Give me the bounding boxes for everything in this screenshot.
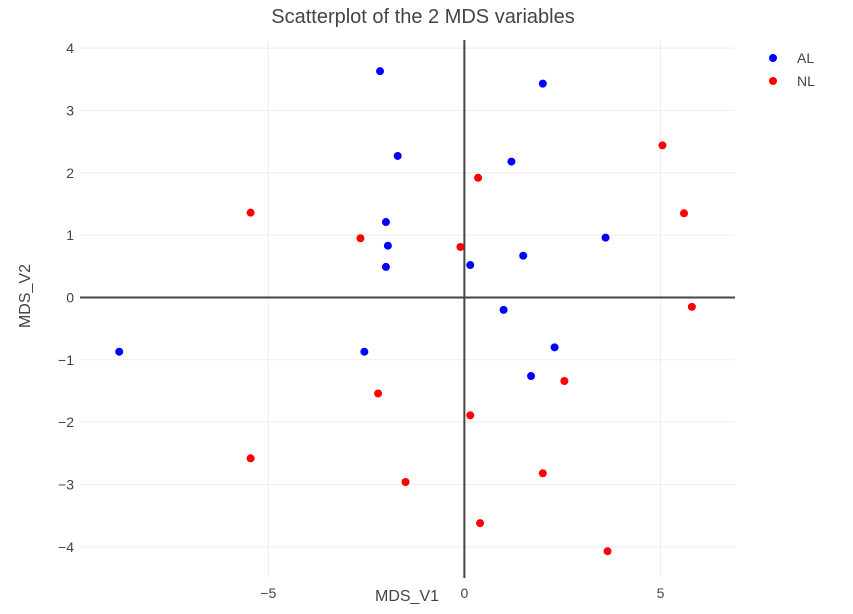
data-point[interactable] [499, 305, 508, 314]
legend-marker [769, 54, 777, 62]
grid-layer [80, 40, 735, 578]
data-point[interactable] [246, 454, 255, 463]
data-point[interactable] [550, 343, 559, 352]
y-tick-label: 1 [66, 227, 74, 243]
zero-lines [80, 40, 735, 578]
data-point[interactable] [476, 519, 485, 528]
legend-marker [769, 77, 777, 85]
data-point[interactable] [466, 261, 475, 270]
legend-label: AL [797, 50, 814, 66]
data-point[interactable] [538, 79, 547, 88]
y-tick-label: 4 [66, 40, 74, 56]
legend[interactable]: AL NL [769, 50, 815, 89]
data-point[interactable] [474, 173, 483, 182]
data-point[interactable] [374, 389, 383, 398]
y-tick-label: −2 [58, 414, 74, 430]
legend-item-nl[interactable]: NL [769, 73, 815, 89]
data-point[interactable] [401, 477, 410, 486]
legend-item-al[interactable]: AL [769, 50, 814, 66]
data-point[interactable] [393, 151, 402, 160]
data-point[interactable] [507, 157, 516, 166]
data-point[interactable] [246, 208, 255, 217]
data-point[interactable] [603, 547, 612, 556]
tick-labels: −5 0 5 −4 −3 −2 −1 0 1 2 3 4 [58, 40, 665, 601]
data-point[interactable] [356, 234, 365, 243]
y-tick-label: −3 [58, 476, 74, 492]
data-point[interactable] [680, 209, 689, 218]
x-tick-label: −5 [260, 585, 276, 601]
data-point[interactable] [527, 372, 536, 381]
x-tick-label: 0 [460, 585, 468, 601]
series-al [115, 67, 610, 381]
data-point[interactable] [687, 302, 696, 311]
data-point[interactable] [658, 141, 667, 150]
data-points [115, 67, 696, 556]
y-tick-label: 2 [66, 165, 74, 181]
data-point[interactable] [538, 469, 547, 478]
y-tick-label: 3 [66, 102, 74, 118]
chart-title: Scatterplot of the 2 MDS variables [271, 6, 574, 28]
y-tick-label: −4 [58, 539, 74, 555]
data-point[interactable] [381, 218, 390, 227]
data-point[interactable] [601, 233, 610, 242]
y-tick-label: −1 [58, 352, 74, 368]
y-axis-title: MDS_V2 [17, 264, 34, 328]
data-point[interactable] [381, 262, 390, 271]
x-axis-title: MDS_V1 [375, 588, 439, 605]
data-point[interactable] [376, 67, 385, 76]
x-tick-label: 5 [657, 585, 665, 601]
y-tick-label: 0 [66, 289, 74, 305]
data-point[interactable] [560, 377, 569, 386]
series-nl [246, 141, 696, 556]
data-point[interactable] [115, 347, 124, 356]
data-point[interactable] [360, 347, 369, 356]
data-point[interactable] [519, 251, 528, 260]
data-point[interactable] [456, 242, 465, 251]
data-point[interactable] [466, 411, 475, 420]
legend-label: NL [797, 73, 815, 89]
data-point[interactable] [383, 241, 392, 250]
